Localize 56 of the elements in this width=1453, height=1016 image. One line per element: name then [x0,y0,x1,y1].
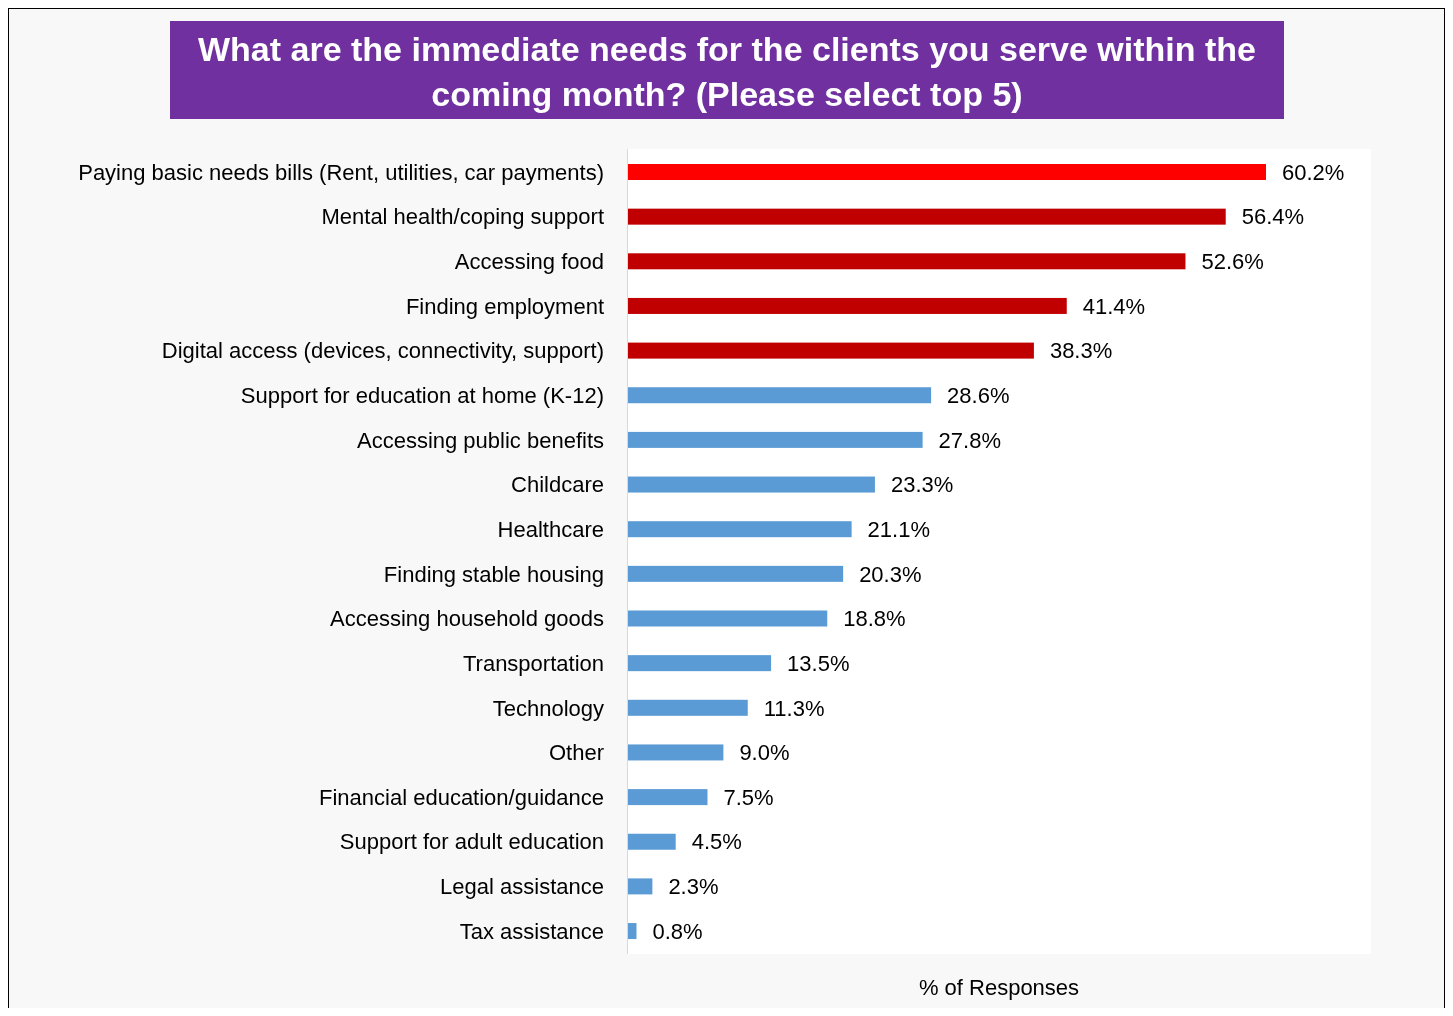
bar [628,565,844,582]
bar [628,521,852,538]
bar [628,610,828,627]
bar [628,878,653,895]
y-tick-label: Healthcare [497,516,604,542]
bar [628,208,1226,225]
data-label: 9.0% [739,740,790,766]
y-tick-label: Accessing household goods [330,606,604,632]
data-label: 0.8% [652,918,703,944]
bar [628,297,1067,314]
y-tick-label: Finding stable housing [383,561,604,587]
y-tick-label: Transportation [462,650,604,676]
data-label: 18.8% [843,606,906,632]
data-label: 60.2% [1282,159,1345,185]
data-label: 41.4% [1082,293,1146,319]
bar [628,789,708,806]
y-tick-label: Finding employment [405,293,604,319]
bar [628,744,724,761]
y-tick-label: Paying basic needs bills (Rent, utilities, car payments) [78,159,604,185]
data-label: 28.6% [947,382,1010,408]
chart-title: What are the immediate needs for the clients you serve within the coming month? (Please select top 5) [197,29,1257,113]
x-axis-title: % of Responses [918,974,1080,1000]
y-tick-label: Support for education at home (K-12) [240,382,604,408]
y-tick-label: Tax assistance [459,918,604,944]
data-label: 7.5% [723,784,774,810]
y-tick-label: Financial education/guidance [319,784,604,810]
bar [628,253,1186,270]
bar [628,699,748,716]
y-tick-label: Childcare [511,472,604,498]
data-label: 2.3% [668,874,719,900]
y-tick-label: Support for adult education [339,829,604,855]
data-label: 11.3% [763,695,825,721]
data-label: 4.5% [691,829,742,855]
y-tick-label: Accessing food [454,249,604,274]
y-tick-label: Technology [492,695,604,721]
y-tick-label: Digital access (devices, connectivity, support) [161,338,604,364]
data-label: 38.3% [1049,338,1113,364]
y-tick-label: Legal assistance [440,874,604,900]
bar [628,342,1034,359]
data-label: 56.4% [1241,204,1305,230]
bar [628,387,932,404]
data-label: 27.8% [938,427,1002,453]
data-label: 52.6% [1201,249,1264,274]
bar [628,833,676,850]
bar [628,164,1266,180]
bar [628,923,637,940]
y-tick-label: Accessing public benefits [356,427,604,453]
bar [628,655,772,672]
data-label: 23.3% [890,472,954,498]
data-label: 21.1% [867,516,931,542]
data-label: 13.5% [787,650,850,676]
y-tick-label: Mental health/coping support [321,204,604,230]
bar [628,431,923,448]
data-label: 20.3% [859,561,922,587]
y-tick-label: Other [548,740,604,766]
bar [628,476,875,493]
